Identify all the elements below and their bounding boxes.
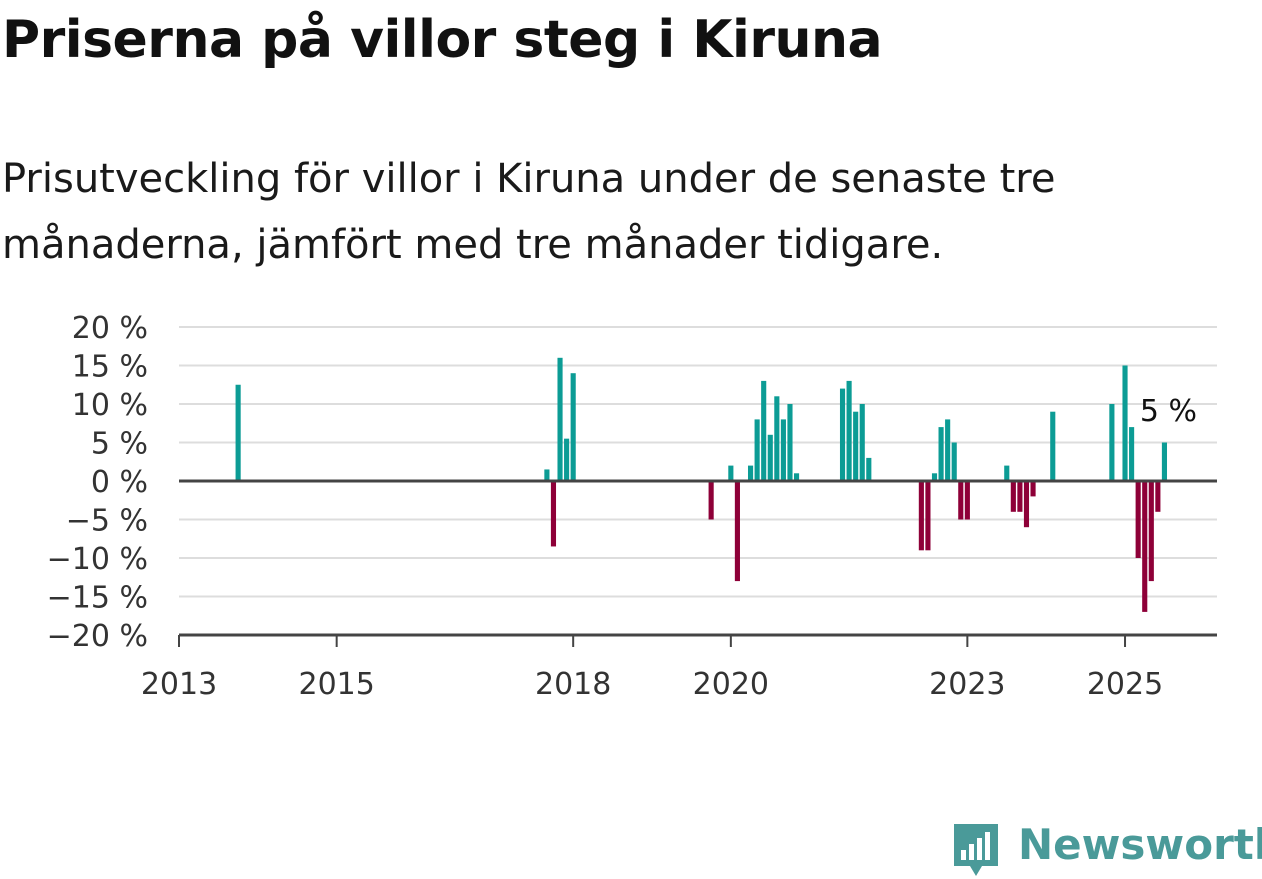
x-tick-label: 2020 bbox=[693, 667, 769, 702]
bar-positive bbox=[853, 411, 859, 481]
bar-positive bbox=[557, 357, 563, 481]
bar-negative bbox=[1148, 481, 1154, 582]
bar-positive bbox=[951, 442, 957, 481]
latest-value-annotation: 5 % bbox=[1140, 394, 1197, 429]
x-tick-label: 2018 bbox=[535, 667, 611, 702]
bar-negative bbox=[1023, 481, 1030, 528]
bar-negative bbox=[734, 481, 740, 582]
bar-positive bbox=[787, 404, 793, 481]
x-axis-ticks: 2013 2015 2018 2020 2023 2025 bbox=[141, 635, 1163, 702]
bar-negative bbox=[1010, 481, 1016, 512]
bar-negative bbox=[918, 481, 924, 551]
bar-positive bbox=[945, 419, 951, 481]
bar-positive bbox=[780, 419, 786, 481]
bar-positive bbox=[931, 473, 938, 481]
bar-positive bbox=[1004, 465, 1010, 481]
bar-positive bbox=[728, 465, 734, 481]
chart-title: Priserna på villor steg i Kiruna bbox=[2, 10, 883, 70]
bar-positive bbox=[754, 419, 760, 481]
bar-positive bbox=[761, 380, 767, 481]
y-tick-label: 0 % bbox=[91, 465, 148, 500]
newsworthy-logo-icon bbox=[954, 824, 998, 876]
bar-positive bbox=[846, 380, 852, 481]
bar-positive bbox=[1122, 365, 1128, 481]
bar-negative bbox=[708, 481, 714, 520]
bar-negative bbox=[958, 481, 964, 520]
bars bbox=[235, 357, 1168, 612]
bar-positive bbox=[235, 384, 241, 481]
y-tick-label: 10 % bbox=[72, 388, 148, 423]
bar-positive bbox=[747, 465, 754, 481]
bar-positive bbox=[1129, 427, 1135, 481]
bar-positive bbox=[1109, 404, 1115, 481]
bar-positive bbox=[570, 373, 576, 481]
x-tick-label: 2023 bbox=[929, 667, 1005, 702]
bar-negative bbox=[1155, 481, 1161, 512]
y-tick-label: −5 % bbox=[66, 504, 148, 539]
y-axis-ticks: 20 % 15 %10 % 5 %0 % −5 %−10 % −15 %−20 % bbox=[47, 311, 148, 654]
axes bbox=[179, 479, 1217, 637]
y-tick-label: 5 % bbox=[91, 427, 148, 462]
y-tick-label: −15 % bbox=[47, 581, 148, 616]
chart-subtitle: Prisutveckling för villor i Kiruna under… bbox=[2, 156, 1056, 268]
bar-chart: 20 %15 %10 %5 %0 %−5 %−10 %−15 %−20 % 20… bbox=[47, 311, 1217, 702]
bar-negative bbox=[1135, 481, 1141, 558]
brand-name: Newsworthy bbox=[1018, 820, 1262, 869]
bar-negative bbox=[1030, 481, 1036, 497]
y-tick-label: 20 % bbox=[72, 311, 148, 346]
bar-positive bbox=[839, 388, 846, 481]
x-tick-label: 2015 bbox=[298, 667, 374, 702]
bar-positive bbox=[774, 396, 780, 481]
bar-negative bbox=[1142, 481, 1148, 612]
bar-positive bbox=[767, 434, 773, 481]
bar-positive bbox=[859, 404, 865, 481]
bar-positive bbox=[938, 427, 944, 481]
x-tick-label: 2013 bbox=[141, 667, 217, 702]
bar-negative bbox=[925, 481, 931, 551]
bar-positive bbox=[564, 438, 570, 481]
x-tick-label: 2025 bbox=[1087, 667, 1163, 702]
bar-positive bbox=[1161, 442, 1168, 481]
bar-negative bbox=[550, 481, 557, 547]
y-tick-label: −20 % bbox=[47, 619, 148, 654]
bar-positive bbox=[544, 469, 550, 481]
bar-negative bbox=[964, 481, 970, 520]
newsworthy-logo: Newsworthy bbox=[950, 818, 1262, 876]
y-tick-label: −10 % bbox=[47, 542, 148, 577]
bar-positive bbox=[1050, 411, 1056, 481]
y-tick-label: 15 % bbox=[72, 350, 148, 385]
bar-negative bbox=[1017, 481, 1023, 512]
bar-positive bbox=[793, 473, 800, 481]
gridlines bbox=[179, 326, 1217, 598]
bar-positive bbox=[866, 457, 872, 481]
